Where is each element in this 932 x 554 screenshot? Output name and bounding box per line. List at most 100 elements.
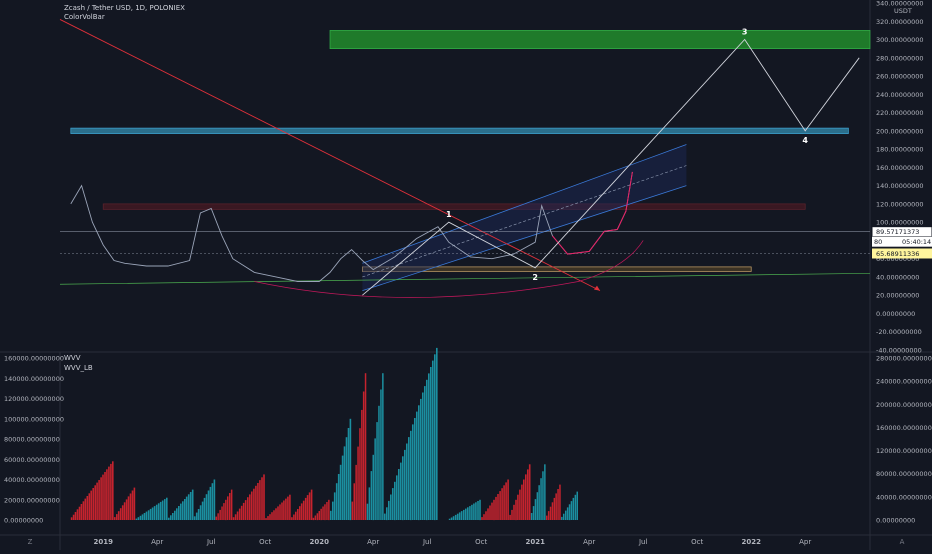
volume-bar [547,511,550,520]
volume-segment [291,489,313,520]
volume-bar [528,464,531,520]
vol-y-tick-right: 40000.00000000 [876,493,932,501]
volume-bar [94,485,96,520]
x-tick-label: Jul [206,538,216,546]
volume-bar [117,511,120,520]
vol-y-tick-left: 80000.00000000 [4,436,60,444]
volume-bar [201,501,204,520]
volume-bar [131,490,134,520]
volume-bar [499,491,501,520]
vol-y-tick-right: 120000.00000000 [876,447,932,455]
volume-bar [291,517,293,520]
volume-bar [501,488,503,520]
volume-bar [396,475,398,520]
y-tick-label: 140.00000000 [876,182,924,190]
volume-bar [485,511,487,520]
volume-label-wvv[interactable]: WVV [64,354,81,362]
volume-bar [197,509,200,520]
y-tick-label: 280.00000000 [876,54,924,62]
corner-left: Z [28,538,33,546]
volume-bar [178,506,180,520]
volume-bar [72,514,75,520]
volume-bar [530,513,533,520]
volume-bar [304,497,307,520]
volume-bar [92,488,94,520]
volume-bar [96,482,98,520]
volume-bar [70,517,73,520]
volume-bar [84,498,87,520]
volume-bar [249,494,251,520]
channel-mid [362,165,687,278]
volume-bar [203,497,206,520]
volume-bar [281,502,283,520]
volume-bar [400,462,402,520]
partial-80-box [872,236,900,247]
volume-bar [489,505,491,520]
volume-bar [378,405,380,520]
volume-bar [88,493,91,520]
volume-bar [574,494,577,520]
y-tick-label: 300.00000000 [876,36,924,44]
volume-bar [469,506,471,520]
y-tick-label: 200.00000000 [876,127,924,135]
volume-bar [513,504,515,520]
volume-bar [191,489,194,520]
volume-bar [563,513,565,520]
volume-bar [80,504,83,520]
wave-label-3: 3 [742,28,748,37]
volume-bar [299,506,301,520]
volume-bar [566,507,569,520]
volume-segment [330,418,352,521]
volume-bar [127,496,130,520]
volume-bar [509,514,511,520]
wave-label-2: 2 [532,273,538,282]
x-tick-label: 2021 [525,538,545,546]
volume-bar [267,516,269,520]
volume-bar [394,481,396,521]
volume-bar [328,499,330,521]
indicator-label[interactable]: ColorVolBar [64,13,105,21]
volume-bar [355,464,357,520]
volume-bar [157,503,160,520]
volume-bar [123,502,126,520]
volume-bar [483,514,485,520]
volume-bar [211,483,214,520]
y-tick-label: -20.00000000 [876,328,922,336]
vol-y-tick-left: 120000.00000000 [4,395,64,403]
level-box [872,248,932,259]
volume-bar [511,509,513,520]
volume-bar [491,502,493,520]
volume-label-wvv-lb[interactable]: WVV_LB [64,364,93,372]
volume-segment [366,373,384,521]
volume-bar [275,508,277,520]
volume-bar [436,347,438,520]
volume-bar [517,494,519,520]
volume-bar [261,477,263,520]
volume-bar [273,510,275,520]
current-price-label: 89.57171373 [876,228,919,236]
volume-bar [402,456,404,521]
volume-bar [143,513,146,520]
volume-bar [251,491,253,520]
volume-bar [527,469,529,520]
volume-segment [481,479,509,521]
volume-bar [390,494,392,520]
volume-bar [180,503,182,520]
x-tick-label: Oct [475,538,487,546]
volume-bar [174,510,176,520]
volume-bar [316,513,319,521]
volume-bar [215,516,217,520]
volume-bar [467,507,469,520]
x-tick-label: Jul [638,538,648,546]
volume-bar [229,493,231,520]
volume-bar [339,464,342,520]
volume-bar [335,483,338,520]
volume-bar [236,511,239,520]
vol-y-tick-left: 60000.00000000 [4,456,60,464]
volume-bar [565,510,567,520]
volume-bar [108,466,110,520]
volume-bar [430,367,432,520]
volume-bar [534,499,537,520]
y-tick-label: 160.00000000 [876,164,924,172]
